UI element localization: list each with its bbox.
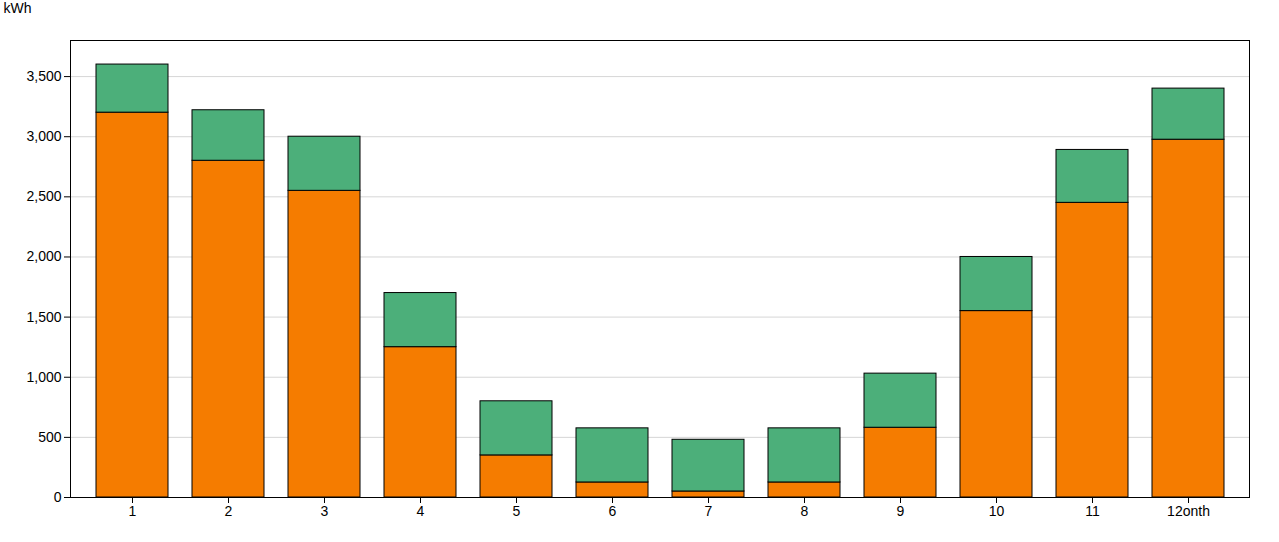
svg-text:3: 3 [321, 503, 329, 519]
svg-text:500: 500 [38, 429, 62, 445]
svg-text:12onth: 12onth [1167, 503, 1210, 519]
svg-text:9: 9 [897, 503, 905, 519]
svg-text:3,500: 3,500 [26, 68, 61, 84]
svg-text:0: 0 [54, 489, 62, 505]
svg-text:1,500: 1,500 [26, 309, 61, 325]
svg-text:2,500: 2,500 [26, 188, 61, 204]
svg-text:11: 11 [1085, 503, 1100, 519]
svg-text:4: 4 [417, 503, 425, 519]
svg-text:2: 2 [225, 503, 233, 519]
svg-text:8: 8 [801, 503, 809, 519]
svg-text:3,000: 3,000 [26, 128, 61, 144]
svg-text:6: 6 [609, 503, 617, 519]
svg-text:1,000: 1,000 [26, 369, 61, 385]
svg-text:1: 1 [129, 503, 137, 519]
svg-text:10: 10 [989, 503, 1005, 519]
svg-text:5: 5 [513, 503, 521, 519]
svg-text:7: 7 [705, 503, 713, 519]
svg-text:2,000: 2,000 [26, 248, 61, 264]
svg-text:kWh: kWh [4, 0, 32, 16]
